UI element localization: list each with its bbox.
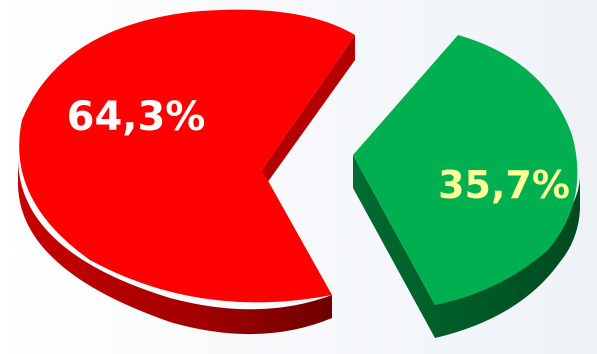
pie-slice-1: 64,3% [18, 9, 356, 335]
pie-slice-1-top [19, 9, 356, 303]
pie-slice-2-side [353, 155, 580, 338]
pie-slice-2-label: 35,7% [438, 163, 570, 207]
pie-slice-1-side [18, 160, 332, 335]
pie-slice-2-top [353, 35, 578, 305]
pie-slice-1-label: 64,3% [67, 94, 206, 140]
pie-slice-1-inner-side [262, 35, 355, 190]
pie-slice-2: 35,7% [353, 35, 580, 338]
